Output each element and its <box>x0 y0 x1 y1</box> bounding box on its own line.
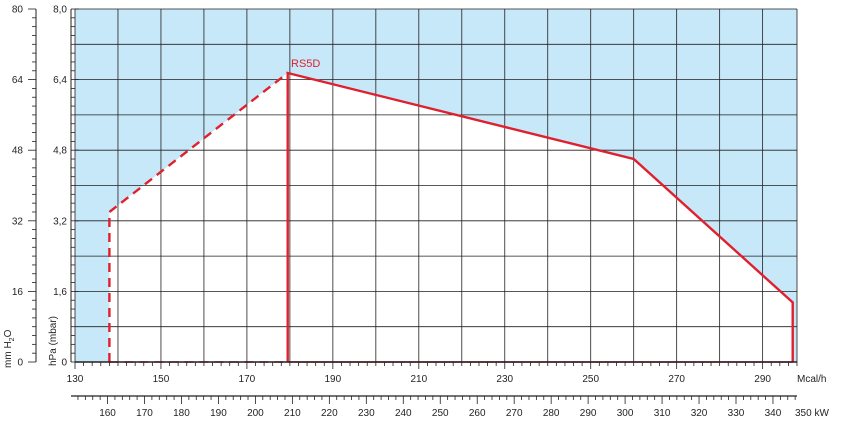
x-primary-tick-label: 170 <box>239 374 256 385</box>
y-right-tick-label: 3,2 <box>53 216 67 227</box>
x-primary-tick-label: 190 <box>325 374 342 385</box>
x-secondary-tick-label: 290 <box>580 408 597 419</box>
y-right-tick-label: 4,8 <box>53 146 67 157</box>
y-left-tick-label: 0 <box>17 358 23 369</box>
x-secondary-tick-label: 190 <box>210 408 227 419</box>
x-secondary-tick-label: 230 <box>358 408 375 419</box>
x-secondary-tick-label: 330 <box>728 408 745 419</box>
x-secondary-tick-label: 170 <box>136 408 153 419</box>
rs5d-curve-dashed <box>108 72 289 362</box>
series-label-rs5d: RS5D <box>291 58 320 70</box>
x-secondary-tick-label: 260 <box>469 408 486 419</box>
y-right-tick-label: 8,0 <box>53 5 67 16</box>
y-left-tick-label: 80 <box>12 5 24 16</box>
y-right-tick-label: 6,4 <box>53 75 67 86</box>
rs5d-curve-solid <box>286 71 794 362</box>
x-secondary-tick-label: 200 <box>247 408 264 419</box>
x-secondary-tick-label: 210 <box>284 408 301 419</box>
y-right-tick-label: 1,6 <box>53 287 67 298</box>
axes: 0 16 32 48 64 80 0 1,6 3,2 4,8 6,4 8,0 130 150 170 190 2… <box>12 5 798 419</box>
x-secondary-tick-label: 320 <box>691 408 708 419</box>
x-secondary-tick-label: 300 <box>617 408 634 419</box>
x-primary-tick-label: 150 <box>153 374 170 385</box>
x-secondary-tick-label: 220 <box>321 408 338 419</box>
y-left-tick-label: 48 <box>12 146 24 157</box>
x-secondary-tick-label: 310 <box>654 408 671 419</box>
x-secondary-tick-label: 160 <box>99 408 116 419</box>
y-axis-right-title: hPa (mbar) <box>48 316 59 366</box>
x-secondary-tick-label: 280 <box>543 408 560 419</box>
working-field-area <box>109 73 793 362</box>
x-primary-tick-label: 270 <box>668 374 685 385</box>
x-secondary-tick-label: 340 <box>765 408 782 419</box>
y-axis-left-title: mm H2O <box>3 329 16 368</box>
x-axis-secondary-unit: 350 kW <box>795 408 829 419</box>
x-secondary-tick-label: 270 <box>506 408 523 419</box>
y-left-tick-label: 32 <box>12 216 24 227</box>
x-axis-primary-unit: Mcal/h <box>797 374 826 385</box>
x-primary-tick-label: 290 <box>754 374 771 385</box>
x-primary-tick-label: 250 <box>582 374 599 385</box>
y-right-tick-label: 0 <box>61 358 67 369</box>
x-primary-tick-label: 210 <box>410 374 427 385</box>
x-secondary-tick-label: 180 <box>173 408 190 419</box>
x-primary-tick-label: 130 <box>67 374 84 385</box>
x-secondary-tick-label: 250 <box>432 408 449 419</box>
y-left-tick-label: 64 <box>12 75 24 86</box>
x-primary-tick-label: 230 <box>496 374 513 385</box>
x-secondary-tick-label: 240 <box>395 408 412 419</box>
y-left-tick-label: 16 <box>12 287 24 298</box>
